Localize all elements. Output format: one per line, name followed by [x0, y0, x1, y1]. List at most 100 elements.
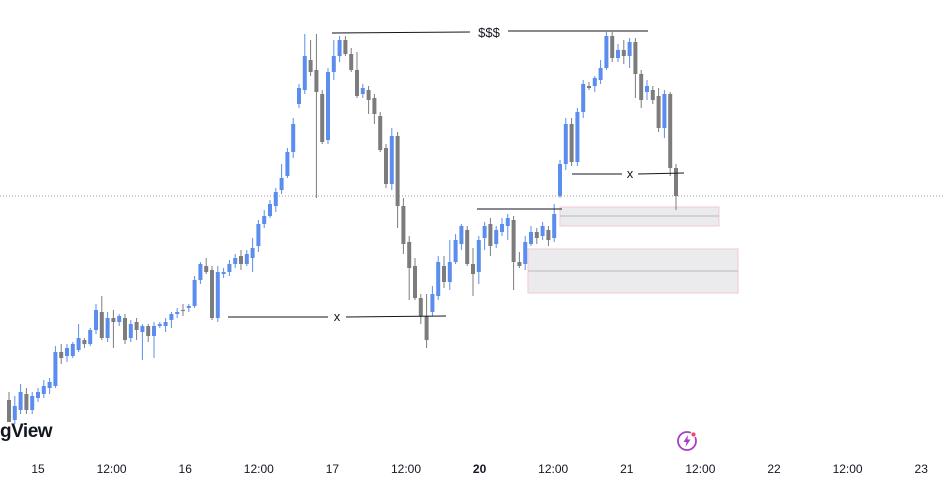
- candle[interactable]: [650, 86, 655, 104]
- candle[interactable]: [273, 188, 278, 212]
- candle[interactable]: [389, 128, 394, 190]
- candle[interactable]: [500, 218, 504, 236]
- candle[interactable]: [395, 132, 400, 228]
- candle[interactable]: [169, 312, 174, 328]
- candle[interactable]: [12, 396, 17, 424]
- candle[interactable]: [204, 258, 209, 274]
- candle[interactable]: [36, 388, 40, 402]
- candle[interactable]: [552, 204, 557, 242]
- candle[interactable]: [645, 80, 649, 100]
- candle[interactable]: [401, 198, 406, 254]
- candle[interactable]: [360, 84, 365, 98]
- candle[interactable]: [192, 276, 197, 308]
- candle[interactable]: [18, 384, 23, 414]
- candle[interactable]: [41, 380, 46, 398]
- candle[interactable]: [558, 160, 562, 198]
- candle[interactable]: [424, 294, 429, 348]
- candle[interactable]: [453, 234, 458, 264]
- candle[interactable]: [285, 148, 290, 178]
- candle[interactable]: [326, 68, 330, 144]
- swing-low-line-left-b[interactable]: [345, 315, 447, 318]
- candle[interactable]: [140, 324, 145, 360]
- lightning-bolt-icon[interactable]: [676, 430, 698, 452]
- candle[interactable]: [372, 94, 377, 124]
- candle[interactable]: [175, 308, 180, 318]
- candle[interactable]: [210, 266, 214, 320]
- candle[interactable]: [517, 252, 522, 268]
- candle[interactable]: [117, 314, 122, 326]
- candle[interactable]: [633, 38, 638, 98]
- candle[interactable]: [569, 118, 574, 166]
- candle[interactable]: [70, 342, 75, 358]
- candle[interactable]: [627, 38, 632, 68]
- candle[interactable]: [529, 226, 533, 246]
- candle[interactable]: [592, 76, 597, 92]
- candle[interactable]: [413, 258, 417, 300]
- candle[interactable]: [662, 90, 667, 138]
- candle[interactable]: [616, 44, 620, 62]
- candle[interactable]: [7, 392, 11, 422]
- candle[interactable]: [494, 226, 499, 248]
- candle[interactable]: [88, 328, 93, 346]
- candle[interactable]: [378, 112, 383, 152]
- candle[interactable]: [407, 236, 412, 300]
- candle[interactable]: [656, 88, 661, 132]
- candle[interactable]: [343, 36, 348, 56]
- candle[interactable]: [47, 378, 52, 394]
- candle[interactable]: [366, 86, 371, 114]
- candle[interactable]: [250, 238, 255, 272]
- candle[interactable]: [482, 222, 487, 250]
- candle[interactable]: [221, 268, 226, 278]
- candle[interactable]: [598, 60, 603, 84]
- candle[interactable]: [674, 164, 678, 210]
- candle[interactable]: [337, 36, 342, 62]
- candle[interactable]: [610, 32, 615, 62]
- candle[interactable]: [430, 286, 435, 316]
- candle[interactable]: [418, 294, 423, 324]
- candle[interactable]: [227, 260, 232, 276]
- candle[interactable]: [262, 210, 267, 228]
- candle[interactable]: [82, 338, 87, 348]
- candle[interactable]: [94, 304, 98, 334]
- candle[interactable]: [471, 248, 475, 296]
- candle[interactable]: [244, 250, 249, 266]
- candle[interactable]: [233, 254, 238, 268]
- candle[interactable]: [459, 224, 464, 250]
- candle[interactable]: [621, 40, 626, 64]
- candle[interactable]: [123, 314, 127, 344]
- candle[interactable]: [581, 80, 586, 118]
- candle[interactable]: [59, 344, 64, 364]
- candle[interactable]: [291, 118, 296, 158]
- candle[interactable]: [320, 90, 325, 144]
- candle[interactable]: [308, 40, 313, 76]
- candle[interactable]: [105, 312, 110, 342]
- candle[interactable]: [279, 164, 284, 194]
- candle[interactable]: [575, 108, 580, 166]
- candle[interactable]: [488, 218, 493, 256]
- candle[interactable]: [111, 310, 116, 348]
- candle[interactable]: [76, 324, 81, 352]
- candle[interactable]: [239, 250, 243, 270]
- candle[interactable]: [215, 266, 220, 322]
- candle[interactable]: [99, 296, 104, 340]
- candle[interactable]: [534, 228, 539, 244]
- candle[interactable]: [331, 40, 336, 80]
- candle[interactable]: [384, 144, 388, 188]
- candle[interactable]: [668, 92, 673, 176]
- candle[interactable]: [540, 222, 545, 240]
- candle[interactable]: [476, 236, 481, 284]
- candle[interactable]: [436, 256, 441, 300]
- candle[interactable]: [314, 34, 319, 198]
- candle[interactable]: [128, 320, 133, 342]
- candle[interactable]: [442, 256, 446, 288]
- candle[interactable]: [163, 318, 168, 332]
- candle[interactable]: [349, 48, 354, 72]
- candle[interactable]: [563, 118, 568, 170]
- candle[interactable]: [256, 220, 261, 252]
- candle[interactable]: [546, 226, 551, 246]
- candle[interactable]: [355, 52, 359, 98]
- candle[interactable]: [447, 240, 452, 290]
- candle[interactable]: [302, 34, 307, 94]
- candle[interactable]: [134, 318, 139, 340]
- candle[interactable]: [53, 346, 58, 388]
